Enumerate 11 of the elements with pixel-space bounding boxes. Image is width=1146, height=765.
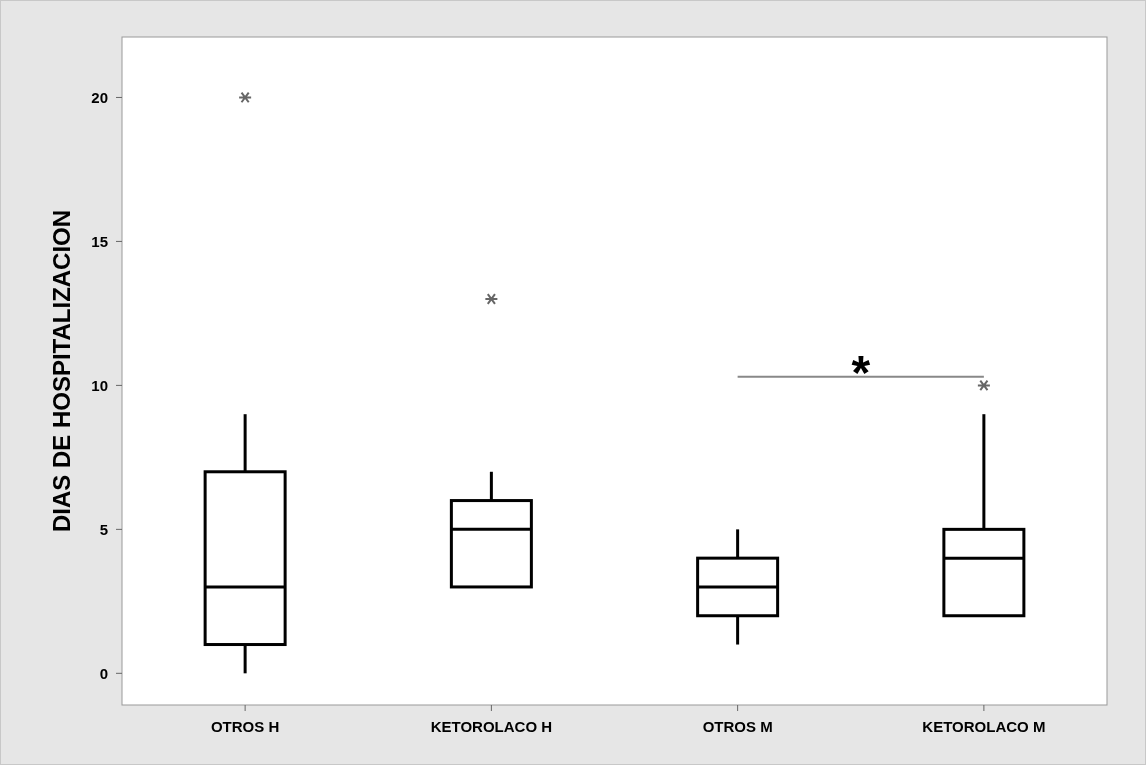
x-tick-label: OTROS H: [210, 718, 280, 735]
x-tick-label: KETOROLACO M: [922, 718, 1046, 735]
y-tick-label: 0: [99, 664, 108, 682]
y-tick-label: 5: [99, 520, 108, 538]
x-tick-label: OTROS M: [702, 718, 773, 735]
y-axis-title: DIAS DE HOSPITALIZACION: [48, 209, 75, 533]
y-tick-label: 15: [91, 232, 108, 250]
annotation: *: [851, 345, 871, 399]
y-tick-label: 20: [91, 88, 108, 106]
y-tick-label: 10: [91, 376, 108, 394]
x-tick-label: KETOROLACO H: [430, 718, 553, 735]
